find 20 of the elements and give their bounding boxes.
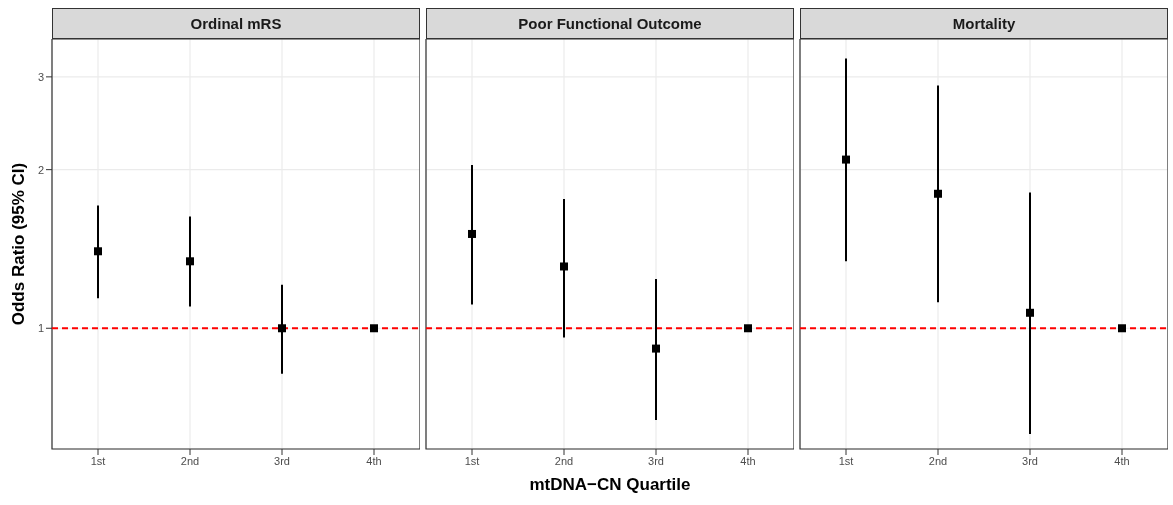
y-tick-label: 2 [37, 163, 44, 176]
chart-title: Poor Functional Outcome [426, 8, 794, 39]
x-tick-label: 1st [838, 454, 854, 467]
x-tick-label: 2nd [180, 454, 200, 467]
chart-title: Mortality [800, 8, 1168, 39]
x-tick-label: 4th [740, 454, 756, 467]
y-tick-label: 3 [37, 70, 44, 83]
x-tick-label: 3rd [1022, 454, 1038, 467]
y-tick-label: 1 [37, 322, 44, 335]
chart-title: Ordinal mRS [52, 8, 420, 39]
x-tick-label: 4th [1114, 454, 1130, 467]
y-axis-title: Odds Ratio (95% CI) [9, 162, 29, 326]
x-tick-label: 4th [366, 454, 382, 467]
x-tick-label: 2nd [554, 454, 574, 467]
x-tick-label: 2nd [928, 454, 948, 467]
x-tick-label: 3rd [274, 454, 290, 467]
x-axis-title: mtDNA−CN Quartile [528, 475, 692, 495]
x-tick-label: 1st [464, 454, 480, 467]
x-tick-label: 1st [90, 454, 106, 467]
x-tick-label: 3rd [648, 454, 664, 467]
